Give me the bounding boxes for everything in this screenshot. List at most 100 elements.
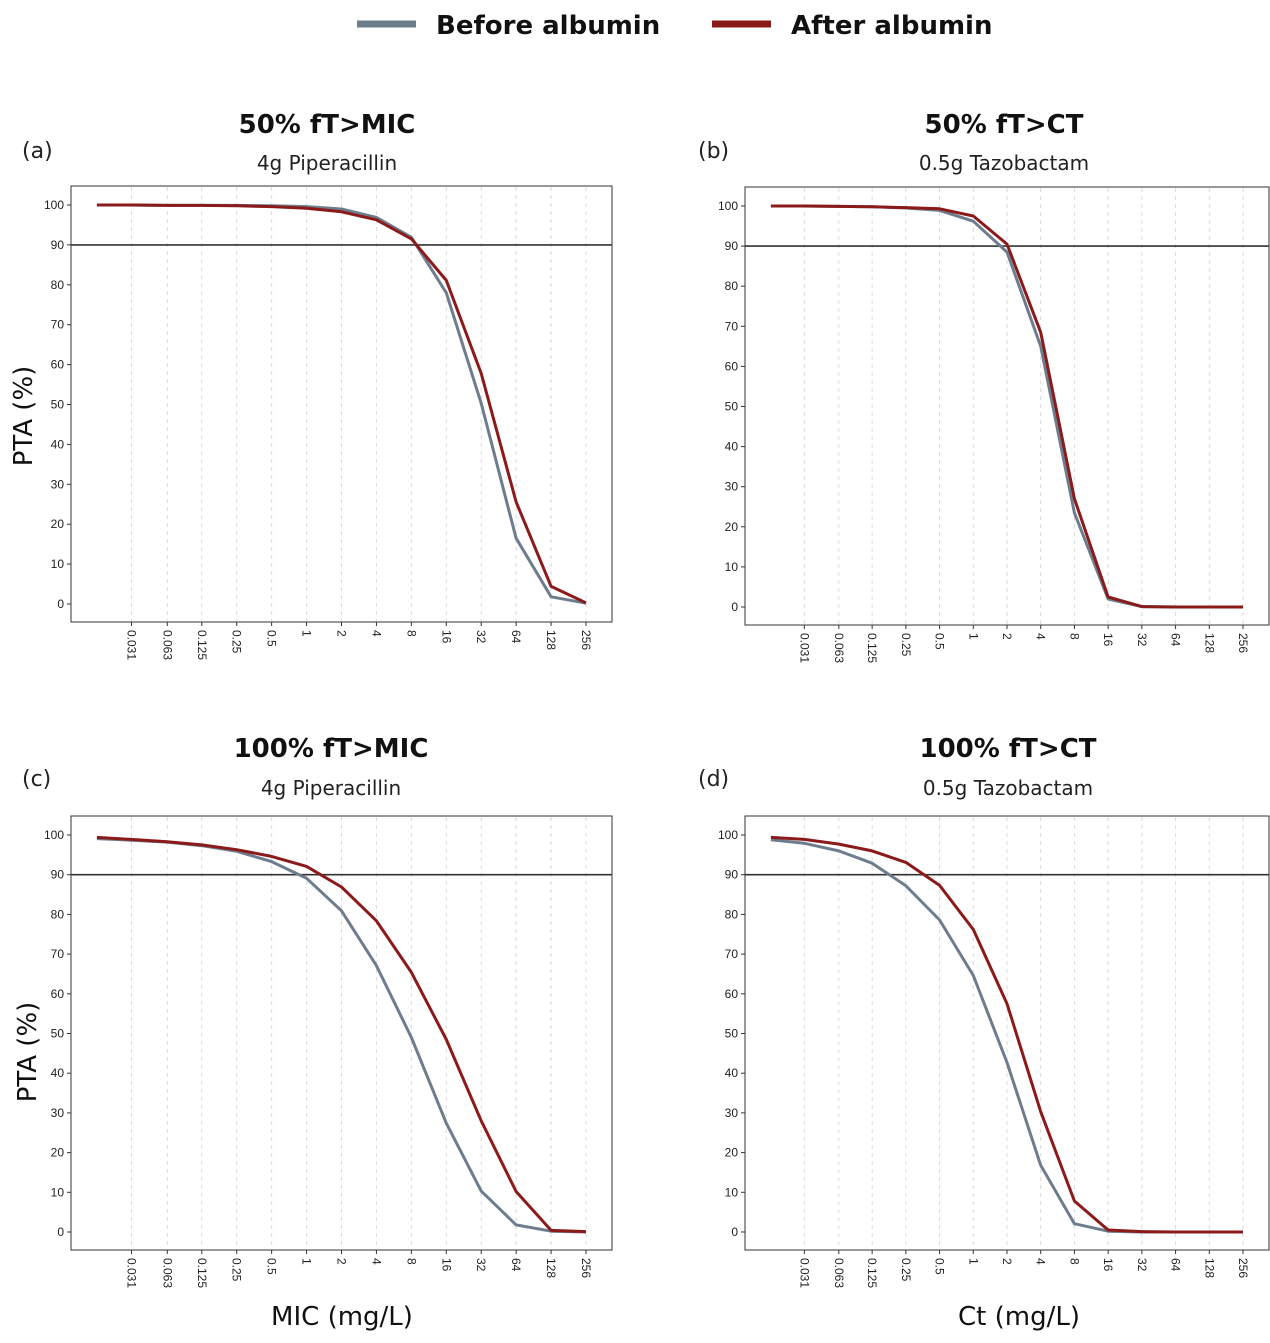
x-tick-label: 0.125 <box>865 633 879 663</box>
x-tick-label: 32 <box>1135 1258 1149 1272</box>
x-tick-label: 0.25 <box>230 630 244 654</box>
x-tick-label: 16 <box>1101 633 1115 647</box>
chart-panel-d: 0.031 0.063 0.125 0.25 0.5 1 2 4 8 16 32 64 128 256 0 1… <box>698 734 1270 1332</box>
y-tick-label: 0 <box>57 1225 64 1239</box>
x-tick-label: 128 <box>1202 1258 1216 1278</box>
y-tick-label: 70 <box>725 319 739 333</box>
y-tick-label: 0 <box>57 597 64 611</box>
y-tick-label: 80 <box>725 907 739 921</box>
y-tick-label: 0 <box>731 600 738 614</box>
y-tick-label: 90 <box>725 868 739 882</box>
y-tick-label: 60 <box>725 987 739 1001</box>
chart-panel-c: 0.031 0.063 0.125 0.25 0.5 1 2 4 8 16 32 64 128 256 0 1… <box>13 734 613 1332</box>
x-tick-label: 128 <box>544 1258 558 1278</box>
x-tick-label: 4 <box>1034 633 1048 640</box>
y-tick-label: 70 <box>51 947 65 961</box>
chart-panel-a: 0.031 0.063 0.125 0.25 0.5 1 2 4 8 16 32 64 128 256 0 1… <box>9 110 613 660</box>
x-axis-label: MIC (mg/L) <box>271 1302 413 1332</box>
chart-title: 100% fT>MIC <box>234 734 429 764</box>
x-tick-label: 0.125 <box>195 1258 209 1288</box>
legend: Before albumin After albumin <box>357 11 992 41</box>
y-tick-label: 10 <box>725 1185 739 1199</box>
y-tick-label: 50 <box>725 1027 739 1041</box>
y-tick-label: 10 <box>725 560 739 574</box>
x-tick-label: 4 <box>369 630 383 637</box>
y-tick-label: 60 <box>51 987 65 1001</box>
x-tick-label: 32 <box>1135 633 1149 647</box>
y-tick-label: 90 <box>51 868 65 882</box>
panel-letter: (a) <box>22 139 53 164</box>
x-tick-label: 0.063 <box>160 630 174 660</box>
y-tick-label: 40 <box>51 437 65 451</box>
series-line-after-albumin <box>770 204 1243 609</box>
x-tick-label: 0.063 <box>160 1258 174 1288</box>
y-axis-label: PTA (%) <box>9 366 39 467</box>
y-tick-label: 30 <box>51 1106 65 1120</box>
x-tick-label: 0.25 <box>230 1258 244 1282</box>
y-tick-label: 100 <box>718 199 738 213</box>
x-tick-label: 64 <box>1169 1258 1183 1272</box>
x-tick-label: 16 <box>439 630 453 644</box>
x-tick-label: 2 <box>1000 633 1014 640</box>
chart-subtitle: 4g Piperacillin <box>261 776 401 800</box>
y-tick-label: 30 <box>725 480 739 494</box>
y-tick-label: 100 <box>44 198 64 212</box>
panel-letter: (d) <box>698 767 729 792</box>
y-tick-label: 70 <box>725 947 739 961</box>
x-tick-label: 4 <box>1034 1258 1048 1265</box>
y-tick-label: 60 <box>725 359 739 373</box>
x-tick-label: 8 <box>1067 633 1081 640</box>
y-tick-label: 50 <box>725 400 739 414</box>
chart-title: 100% fT>CT <box>919 734 1096 764</box>
y-tick-label: 100 <box>44 828 64 842</box>
x-tick-label: 64 <box>1169 633 1183 647</box>
x-tick-label: 0.25 <box>899 1258 913 1282</box>
x-tick-label: 8 <box>1067 1258 1081 1265</box>
x-tick-label: 8 <box>404 630 418 637</box>
x-tick-label: 256 <box>1236 633 1250 653</box>
x-tick-label: 2 <box>335 1258 349 1265</box>
series-line-after-albumin <box>96 835 587 1234</box>
y-tick-label: 90 <box>725 239 739 253</box>
y-tick-label: 20 <box>51 517 65 531</box>
x-tick-label: 0.031 <box>797 1258 811 1288</box>
y-tick-label: 10 <box>51 1185 65 1199</box>
y-tick-label: 20 <box>725 520 739 534</box>
x-tick-label: 0.031 <box>125 1258 139 1288</box>
x-tick-label: 4 <box>369 1258 383 1265</box>
x-tick-label: 1 <box>966 633 980 640</box>
x-tick-label: 0.031 <box>125 630 139 660</box>
x-tick-label: 1 <box>300 1258 314 1265</box>
chart-panel-b: 0.031 0.063 0.125 0.25 0.5 1 2 4 8 16 32 64 128 256 0 1… <box>698 110 1270 663</box>
x-tick-label: 256 <box>579 1258 593 1278</box>
x-tick-label: 0.5 <box>933 633 947 650</box>
x-tick-label: 8 <box>404 1258 418 1265</box>
y-tick-label: 0 <box>731 1225 738 1239</box>
panel-letter: (b) <box>698 139 729 164</box>
x-tick-label: 1 <box>300 630 314 637</box>
x-tick-label: 2 <box>1000 1258 1014 1265</box>
panel-letter: (c) <box>22 767 51 792</box>
y-tick-label: 100 <box>718 828 738 842</box>
x-tick-label: 0.25 <box>899 633 913 657</box>
y-tick-label: 40 <box>51 1066 65 1080</box>
y-tick-label: 80 <box>725 279 739 293</box>
x-tick-label: 128 <box>1202 633 1216 653</box>
x-tick-label: 2 <box>335 630 349 637</box>
y-tick-label: 80 <box>51 278 65 292</box>
chart-title: 50% fT>CT <box>925 110 1084 140</box>
y-tick-label: 50 <box>51 398 65 412</box>
x-tick-label: 128 <box>544 630 558 650</box>
y-tick-label: 90 <box>51 238 65 252</box>
x-tick-label: 0.5 <box>933 1258 947 1275</box>
x-tick-label: 0.125 <box>195 630 209 660</box>
x-tick-label: 0.5 <box>265 630 279 647</box>
chart-subtitle: 0.5g Tazobactam <box>923 776 1093 800</box>
chart-title: 50% fT>MIC <box>239 110 416 140</box>
y-tick-label: 30 <box>725 1106 739 1120</box>
x-tick-label: 32 <box>474 1258 488 1272</box>
x-axis-label: Ct (mg/L) <box>958 1302 1080 1332</box>
x-tick-label: 0.031 <box>797 633 811 663</box>
x-tick-label: 64 <box>509 1258 523 1272</box>
